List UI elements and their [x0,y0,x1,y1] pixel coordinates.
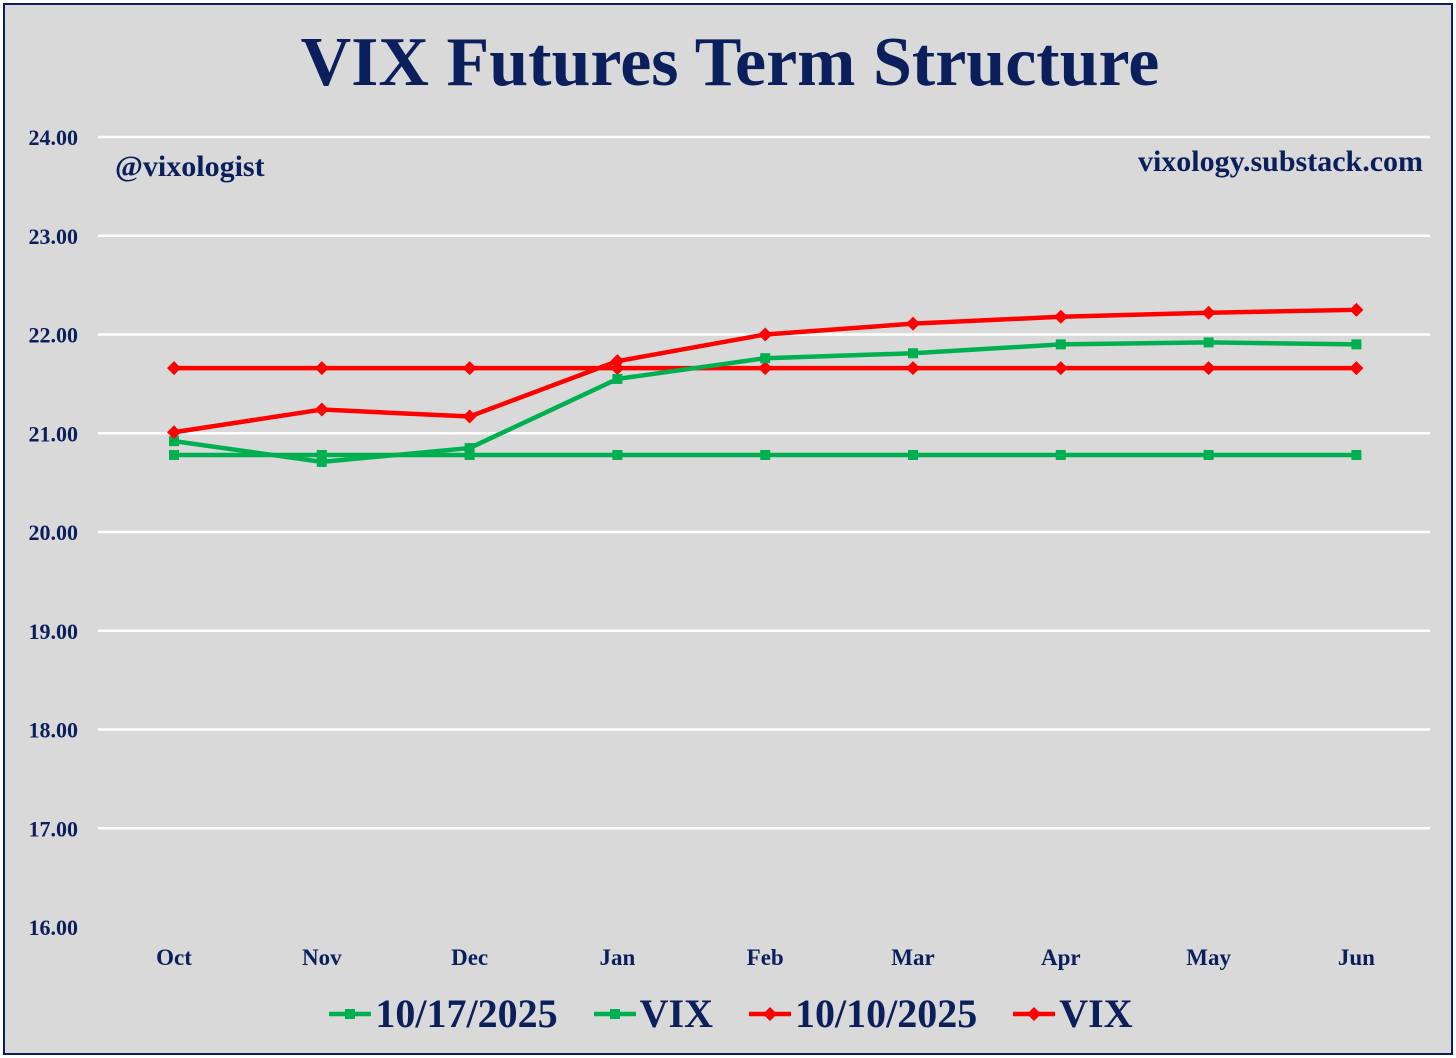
series-0 [169,337,1362,467]
series-1 [169,449,1362,460]
data-point [612,449,623,460]
data-point [1055,449,1066,460]
y-tick-label: 22.00 [29,323,79,348]
x-tick-label: Apr [1041,945,1081,970]
data-point [462,409,477,424]
data-point [758,361,773,376]
y-tick-label: 17.00 [29,816,79,841]
legend-swatch-marker [763,1006,777,1021]
legend-entry: VIX [592,990,713,1037]
legend-swatch-marker [609,1008,620,1019]
data-point [906,361,920,376]
data-point [167,361,181,376]
data-point [316,456,327,467]
y-tick-label: 19.00 [29,619,79,644]
data-point [1203,337,1214,348]
data-point [760,449,771,460]
data-point [1349,302,1364,317]
series-2 [167,302,1364,440]
data-point [169,449,179,460]
legend-swatch [749,1006,791,1021]
data-point [316,449,327,460]
y-tick-label: 20.00 [29,520,79,545]
data-point [1201,305,1216,320]
x-tick-label: Mar [891,945,934,970]
data-point [908,348,918,359]
x-tick-label: Nov [302,945,342,970]
data-point [610,354,625,369]
legend-label: VIX [1059,991,1133,1036]
legend-label: VIX [639,991,713,1036]
data-point [1351,449,1362,460]
data-point [1055,339,1066,350]
data-point [169,436,179,447]
legend-entry: VIX [1011,990,1133,1037]
website-annotation: vixology.substack.com [1137,145,1423,178]
legend-swatch-marker [1027,1006,1042,1021]
y-tick-label: 18.00 [29,718,79,743]
data-point [464,443,475,454]
x-tick-label: Feb [747,945,784,970]
chart-title: VIX Futures Term Structure [300,24,1160,101]
legend-label: 10/10/2025 [795,991,978,1036]
data-point [1351,339,1362,350]
data-point [167,425,181,440]
data-point [1201,361,1216,376]
x-tick-label: May [1186,945,1231,970]
data-point [1053,361,1068,376]
x-tick-label: Dec [451,945,488,970]
data-point [760,353,771,364]
x-tick-label: Jun [1338,945,1375,970]
data-point [314,402,329,417]
legend-entry: 10/17/2025 [327,990,558,1037]
y-tick-label: 23.00 [29,224,79,249]
data-point [462,361,477,376]
x-tick-label: Jan [600,945,636,970]
legend-swatch [329,1008,372,1019]
legend-swatch [1013,1006,1056,1021]
legend-label: 10/17/2025 [375,991,558,1036]
data-point [464,449,475,460]
legend: 10/17/2025 VIX 10/10/2025 VIX [0,990,1456,1037]
y-tick-label: 16.00 [29,915,79,940]
data-point [612,373,623,384]
data-point [314,361,329,376]
data-point [906,316,920,331]
twitter-handle-annotation: @vixologist [115,150,265,183]
data-point [908,449,918,460]
data-point [758,327,773,342]
chart-frame [3,3,1453,1055]
legend-entry: 10/10/2025 [747,990,977,1037]
legend-swatch [593,1008,636,1019]
data-point [1203,449,1214,460]
x-tick-label: Oct [156,945,192,970]
y-tick-label: 21.00 [29,421,79,446]
legend-swatch-marker [345,1008,356,1019]
series-3 [167,361,1364,376]
data-point [1349,361,1364,376]
data-point [1053,309,1068,324]
y-tick-label: 24.00 [29,125,79,150]
